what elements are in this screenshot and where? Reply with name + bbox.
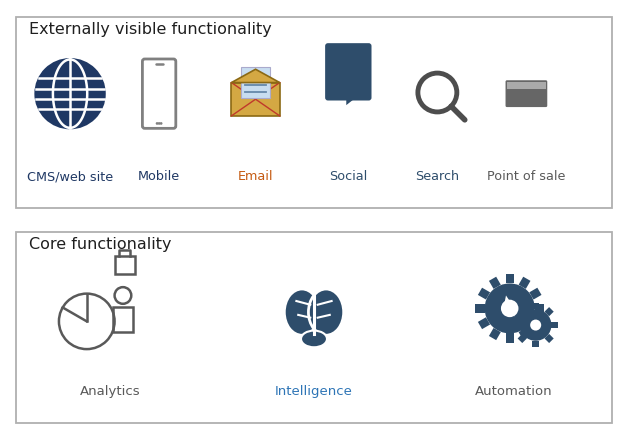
Text: Core functionality: Core functionality <box>30 237 171 252</box>
FancyBboxPatch shape <box>143 59 176 128</box>
Circle shape <box>161 123 162 124</box>
Polygon shape <box>529 317 541 329</box>
Ellipse shape <box>284 289 320 335</box>
Circle shape <box>530 319 541 330</box>
Polygon shape <box>514 322 520 328</box>
Polygon shape <box>475 304 485 312</box>
FancyBboxPatch shape <box>325 43 372 100</box>
Polygon shape <box>346 98 355 105</box>
Polygon shape <box>489 277 501 289</box>
FancyBboxPatch shape <box>507 82 546 89</box>
Text: Email: Email <box>238 170 273 183</box>
Polygon shape <box>517 334 527 343</box>
Text: Point of sale: Point of sale <box>487 170 566 183</box>
Polygon shape <box>544 307 554 316</box>
FancyBboxPatch shape <box>506 80 547 107</box>
Circle shape <box>520 309 551 341</box>
Polygon shape <box>533 303 539 309</box>
Text: Social: Social <box>329 170 367 183</box>
Polygon shape <box>529 288 541 300</box>
Circle shape <box>36 59 104 128</box>
Polygon shape <box>232 69 279 83</box>
Text: CMS/web site: CMS/web site <box>27 170 113 183</box>
Text: Search: Search <box>415 170 460 183</box>
Ellipse shape <box>308 289 344 335</box>
Polygon shape <box>519 277 531 289</box>
Text: Mobile: Mobile <box>138 170 180 183</box>
Polygon shape <box>232 83 279 116</box>
Circle shape <box>501 300 519 317</box>
Circle shape <box>485 283 535 334</box>
Polygon shape <box>504 296 515 318</box>
Text: Automation: Automation <box>475 385 552 398</box>
Polygon shape <box>489 328 501 340</box>
Polygon shape <box>533 341 539 347</box>
Circle shape <box>156 123 158 124</box>
Circle shape <box>158 123 160 124</box>
Polygon shape <box>506 274 514 283</box>
Polygon shape <box>519 328 531 340</box>
Text: Analytics: Analytics <box>80 385 140 398</box>
Polygon shape <box>551 322 558 328</box>
Polygon shape <box>517 307 527 316</box>
Ellipse shape <box>301 330 327 347</box>
Polygon shape <box>241 67 270 98</box>
Text: Intelligence: Intelligence <box>275 385 353 398</box>
Polygon shape <box>506 334 514 343</box>
Polygon shape <box>478 288 490 300</box>
Polygon shape <box>478 317 490 329</box>
Polygon shape <box>544 334 554 343</box>
Polygon shape <box>535 304 544 312</box>
Text: Externally visible functionality: Externally visible functionality <box>30 22 272 37</box>
